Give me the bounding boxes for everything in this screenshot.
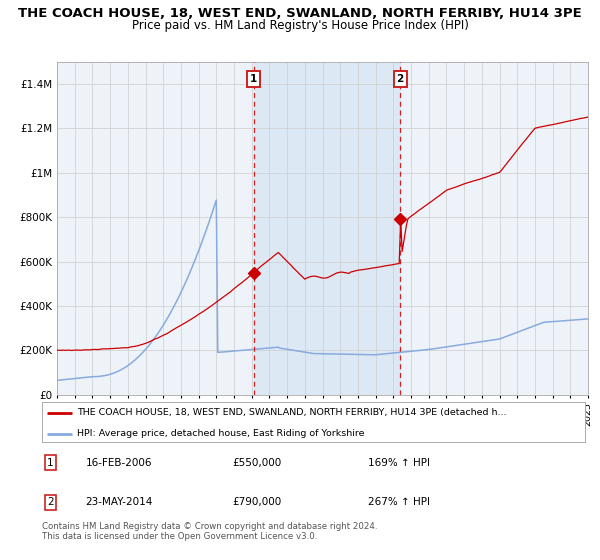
Text: 169% ↑ HPI: 169% ↑ HPI (368, 458, 430, 468)
Text: HPI: Average price, detached house, East Riding of Yorkshire: HPI: Average price, detached house, East… (77, 429, 365, 438)
Text: £550,000: £550,000 (232, 458, 281, 468)
Text: 23-MAY-2014: 23-MAY-2014 (85, 497, 153, 507)
Text: 267% ↑ HPI: 267% ↑ HPI (368, 497, 430, 507)
Text: 1: 1 (47, 458, 53, 468)
Bar (254, 62, 400, 395)
Text: 2: 2 (47, 497, 53, 507)
Text: 16-FEB-2006: 16-FEB-2006 (85, 458, 152, 468)
Text: 2: 2 (397, 74, 404, 85)
Text: Contains HM Land Registry data © Crown copyright and database right 2024.
This d: Contains HM Land Registry data © Crown c… (42, 522, 377, 542)
Text: £790,000: £790,000 (232, 497, 281, 507)
Text: Price paid vs. HM Land Registry's House Price Index (HPI): Price paid vs. HM Land Registry's House … (131, 19, 469, 32)
Text: 1: 1 (250, 74, 257, 85)
Text: THE COACH HOUSE, 18, WEST END, SWANLAND, NORTH FERRIBY, HU14 3PE: THE COACH HOUSE, 18, WEST END, SWANLAND,… (18, 7, 582, 20)
Text: THE COACH HOUSE, 18, WEST END, SWANLAND, NORTH FERRIBY, HU14 3PE (detached h...: THE COACH HOUSE, 18, WEST END, SWANLAND,… (77, 408, 507, 417)
